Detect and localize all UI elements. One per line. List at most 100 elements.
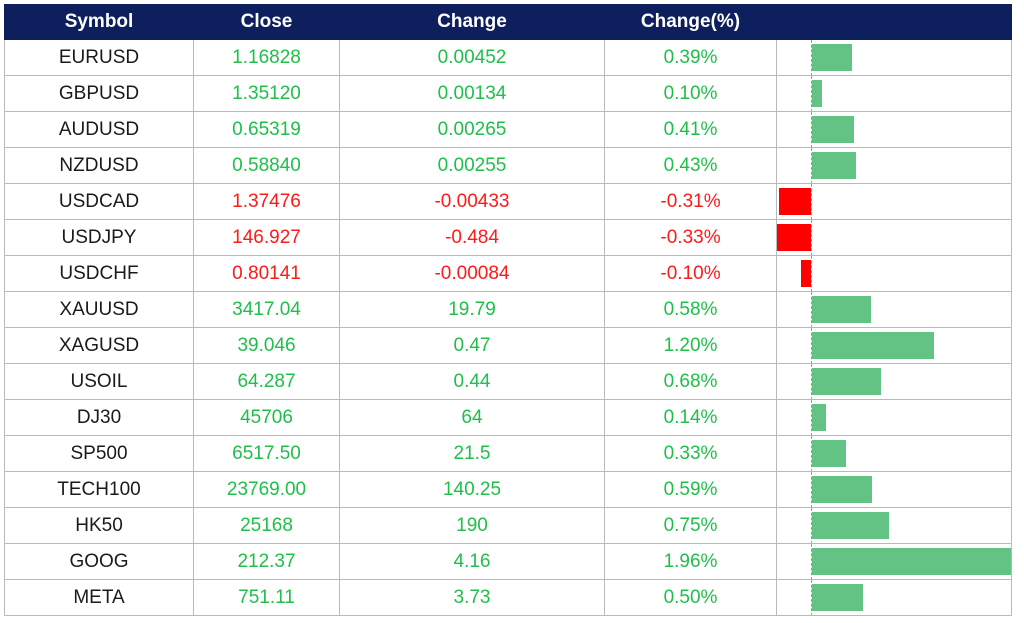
change-pct-bar [812,116,854,143]
change-cell: 3.73 [339,579,605,616]
close-cell: 1.37476 [193,183,340,220]
close-cell: 3417.04 [193,291,340,328]
table-row: SP500 6517.50 21.5 0.33% [4,435,1012,472]
symbol-cell: META [4,579,194,616]
change-cell: 0.44 [339,363,605,400]
close-cell: 1.35120 [193,75,340,112]
change-pct-cell: 1.96% [604,543,777,580]
bar-cell [776,255,1012,292]
change-cell: 140.25 [339,471,605,508]
zero-axis-line [811,112,812,147]
change-cell: 0.00134 [339,75,605,112]
zero-axis-line [811,328,812,363]
change-cell: -0.00084 [339,255,605,292]
header-close: Close [193,4,340,40]
close-cell: 45706 [193,399,340,436]
close-cell: 64.287 [193,363,340,400]
bar-cell [776,435,1012,472]
change-pct-bar [812,404,827,431]
change-cell: 0.00265 [339,111,605,148]
symbol-cell: GBPUSD [4,75,194,112]
change-cell: 4.16 [339,543,605,580]
zero-axis-line [811,544,812,579]
change-pct-cell: 0.58% [604,291,777,328]
table-row: HK50 25168 190 0.75% [4,507,1012,544]
change-cell: 21.5 [339,435,605,472]
change-pct-cell: 0.33% [604,435,777,472]
change-pct-cell: -0.31% [604,183,777,220]
change-pct-cell: 0.39% [604,39,777,76]
symbol-cell: NZDUSD [4,147,194,184]
close-cell: 0.80141 [193,255,340,292]
table-row: USDCHF 0.80141 -0.00084 -0.10% [4,255,1012,292]
close-cell: 751.11 [193,579,340,616]
change-pct-bar [812,368,882,395]
change-pct-cell: -0.33% [604,219,777,256]
close-cell: 23769.00 [193,471,340,508]
table-row: DJ30 45706 64 0.14% [4,399,1012,436]
symbol-cell: GOOG [4,543,194,580]
change-pct-bar [779,188,811,215]
close-cell: 146.927 [193,219,340,256]
zero-axis-line [811,184,812,219]
table-row: USOIL 64.287 0.44 0.68% [4,363,1012,400]
zero-axis-line [811,436,812,471]
change-pct-bar [812,476,873,503]
zero-axis-line [811,220,812,255]
forex-performance-table: Symbol Close Change Change(%) EURUSD 1.16… [4,4,1012,616]
symbol-cell: USDCHF [4,255,194,292]
change-pct-bar [812,296,872,323]
close-cell: 39.046 [193,327,340,364]
table-row: USDCAD 1.37476 -0.00433 -0.31% [4,183,1012,220]
zero-axis-line [811,148,812,183]
bar-cell [776,399,1012,436]
table-row: AUDUSD 0.65319 0.00265 0.41% [4,111,1012,148]
close-cell: 0.58840 [193,147,340,184]
table-row: EURUSD 1.16828 0.00452 0.39% [4,39,1012,76]
bar-cell [776,579,1012,616]
zero-axis-line [811,364,812,399]
table-header: Symbol Close Change Change(%) [4,4,1012,40]
symbol-cell: EURUSD [4,39,194,76]
change-pct-bar [812,44,852,71]
change-pct-bar [800,260,811,287]
change-pct-cell: 0.14% [604,399,777,436]
table-row: META 751.11 3.73 0.50% [4,579,1012,616]
bar-cell [776,219,1012,256]
header-change: Change [339,4,605,40]
table-row: XAGUSD 39.046 0.47 1.20% [4,327,1012,364]
table-row: XAUUSD 3417.04 19.79 0.58% [4,291,1012,328]
close-cell: 1.16828 [193,39,340,76]
zero-axis-line [811,400,812,435]
zero-axis-line [811,76,812,111]
change-pct-bar [812,584,864,611]
bar-cell [776,543,1012,580]
change-pct-cell: 0.10% [604,75,777,112]
symbol-cell: USDJPY [4,219,194,256]
change-pct-cell: 0.41% [604,111,777,148]
bar-cell [776,75,1012,112]
change-pct-cell: 0.50% [604,579,777,616]
zero-axis-line [811,256,812,291]
bar-cell [776,471,1012,508]
table-row: GOOG 212.37 4.16 1.96% [4,543,1012,580]
symbol-cell: HK50 [4,507,194,544]
bar-cell [776,147,1012,184]
close-cell: 0.65319 [193,111,340,148]
header-symbol: Symbol [4,4,194,40]
change-pct-cell: 0.59% [604,471,777,508]
table-row: NZDUSD 0.58840 0.00255 0.43% [4,147,1012,184]
symbol-cell: SP500 [4,435,194,472]
change-pct-bar [777,224,811,251]
close-cell: 212.37 [193,543,340,580]
change-cell: -0.484 [339,219,605,256]
header-change-pct: Change(%) [604,4,777,40]
symbol-cell: AUDUSD [4,111,194,148]
change-pct-bar [812,332,935,359]
bar-cell [776,39,1012,76]
zero-axis-line [811,508,812,543]
change-cell: 190 [339,507,605,544]
table-row: GBPUSD 1.35120 0.00134 0.10% [4,75,1012,112]
symbol-cell: DJ30 [4,399,194,436]
table-row: USDJPY 146.927 -0.484 -0.33% [4,219,1012,256]
